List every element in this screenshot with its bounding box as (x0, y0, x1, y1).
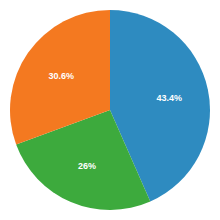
svg-text:26%: 26% (78, 161, 96, 171)
svg-text:43.4%: 43.4% (156, 93, 182, 103)
svg-text:30.6%: 30.6% (49, 71, 75, 81)
